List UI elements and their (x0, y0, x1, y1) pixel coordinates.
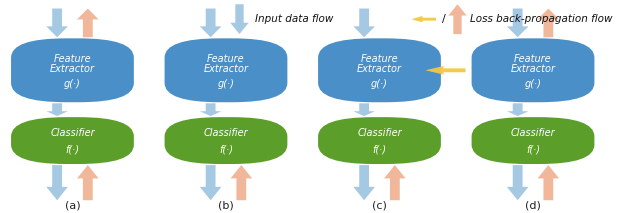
Text: Classifier: Classifier (204, 128, 248, 138)
FancyBboxPatch shape (11, 38, 134, 102)
FancyArrow shape (200, 165, 221, 200)
FancyArrow shape (507, 9, 529, 37)
Text: Input data flow: Input data flow (255, 14, 333, 24)
FancyArrow shape (384, 165, 406, 200)
Text: Classifier: Classifier (357, 128, 402, 138)
FancyBboxPatch shape (318, 117, 441, 164)
FancyBboxPatch shape (164, 117, 287, 164)
FancyBboxPatch shape (472, 38, 595, 102)
FancyArrow shape (230, 4, 249, 34)
Text: f(·): f(·) (526, 144, 540, 154)
FancyArrow shape (507, 103, 529, 116)
Text: Extractor: Extractor (50, 64, 95, 74)
FancyArrow shape (77, 165, 99, 200)
Text: g(·): g(·) (218, 79, 234, 89)
FancyArrow shape (200, 9, 221, 37)
Text: Classifier: Classifier (50, 128, 95, 138)
FancyArrow shape (426, 66, 465, 75)
FancyArrow shape (46, 9, 68, 37)
FancyBboxPatch shape (164, 38, 287, 102)
FancyArrow shape (353, 165, 375, 200)
Text: g(·): g(·) (64, 79, 81, 89)
FancyArrow shape (230, 165, 252, 200)
FancyArrow shape (412, 16, 436, 22)
FancyArrow shape (353, 103, 375, 116)
FancyArrow shape (46, 165, 68, 200)
Text: f(·): f(·) (372, 144, 387, 154)
FancyBboxPatch shape (11, 117, 134, 164)
Text: /: / (442, 14, 446, 24)
FancyArrow shape (538, 9, 559, 37)
Text: Extractor: Extractor (204, 64, 248, 74)
Text: Feature: Feature (207, 54, 244, 63)
Text: (a): (a) (65, 201, 80, 211)
Text: Loss back-propagation flow: Loss back-propagation flow (470, 14, 612, 24)
FancyArrow shape (46, 103, 68, 116)
FancyArrow shape (507, 165, 529, 200)
Text: g(·): g(·) (371, 79, 388, 89)
Text: Feature: Feature (54, 54, 92, 63)
FancyArrow shape (538, 165, 559, 200)
Text: Classifier: Classifier (511, 128, 556, 138)
FancyArrow shape (448, 4, 467, 34)
Text: (c): (c) (372, 201, 387, 211)
FancyArrow shape (77, 9, 99, 37)
FancyArrow shape (353, 9, 375, 37)
Text: f(·): f(·) (65, 144, 79, 154)
Text: Feature: Feature (514, 54, 552, 63)
Text: Feature: Feature (361, 54, 398, 63)
Text: f(·): f(·) (219, 144, 233, 154)
Text: (b): (b) (218, 201, 234, 211)
Text: g(·): g(·) (525, 79, 541, 89)
FancyBboxPatch shape (318, 38, 441, 102)
FancyArrow shape (200, 103, 221, 116)
FancyBboxPatch shape (472, 117, 595, 164)
Text: (d): (d) (525, 201, 541, 211)
Text: Extractor: Extractor (511, 64, 556, 74)
Text: Extractor: Extractor (357, 64, 402, 74)
